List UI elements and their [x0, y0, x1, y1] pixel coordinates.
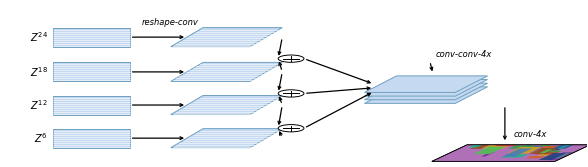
- Polygon shape: [554, 153, 572, 157]
- Polygon shape: [557, 145, 569, 149]
- Polygon shape: [529, 148, 560, 154]
- Circle shape: [278, 90, 304, 97]
- Polygon shape: [539, 149, 553, 153]
- Circle shape: [278, 55, 304, 62]
- Polygon shape: [54, 129, 130, 148]
- Polygon shape: [547, 152, 573, 160]
- Polygon shape: [365, 87, 487, 103]
- Circle shape: [278, 125, 304, 132]
- Polygon shape: [502, 148, 532, 157]
- Polygon shape: [171, 28, 282, 47]
- Polygon shape: [501, 154, 528, 158]
- Text: $Z^{18}$: $Z^{18}$: [30, 65, 48, 79]
- Polygon shape: [526, 156, 546, 158]
- Polygon shape: [553, 145, 573, 149]
- Polygon shape: [365, 76, 487, 93]
- Polygon shape: [481, 152, 495, 157]
- Text: reshape-conv: reshape-conv: [142, 18, 199, 27]
- Polygon shape: [470, 145, 489, 149]
- Text: conv-conv-4x: conv-conv-4x: [436, 50, 492, 59]
- Text: $Z^{12}$: $Z^{12}$: [30, 98, 48, 112]
- Polygon shape: [365, 79, 487, 96]
- Polygon shape: [54, 62, 130, 81]
- Polygon shape: [537, 152, 558, 156]
- Polygon shape: [469, 145, 482, 147]
- Polygon shape: [541, 146, 558, 148]
- Polygon shape: [508, 145, 536, 149]
- Polygon shape: [517, 146, 544, 150]
- Polygon shape: [546, 147, 564, 150]
- Polygon shape: [171, 129, 282, 148]
- Polygon shape: [54, 28, 130, 47]
- Polygon shape: [365, 83, 487, 100]
- Text: conv-4x: conv-4x: [514, 130, 547, 139]
- Polygon shape: [516, 148, 538, 151]
- Polygon shape: [524, 145, 533, 146]
- Polygon shape: [482, 145, 511, 149]
- Polygon shape: [539, 145, 551, 146]
- Polygon shape: [495, 145, 518, 146]
- Polygon shape: [510, 148, 535, 156]
- Polygon shape: [552, 153, 572, 159]
- Polygon shape: [171, 96, 282, 115]
- Text: $Z^{24}$: $Z^{24}$: [29, 30, 48, 44]
- Polygon shape: [507, 147, 542, 153]
- Polygon shape: [171, 62, 282, 81]
- Polygon shape: [54, 96, 130, 115]
- Polygon shape: [473, 147, 506, 154]
- Polygon shape: [432, 145, 588, 161]
- Polygon shape: [547, 151, 562, 152]
- Text: $Z^{6}$: $Z^{6}$: [34, 131, 48, 145]
- Polygon shape: [537, 146, 562, 150]
- Polygon shape: [539, 153, 566, 160]
- Polygon shape: [534, 151, 560, 154]
